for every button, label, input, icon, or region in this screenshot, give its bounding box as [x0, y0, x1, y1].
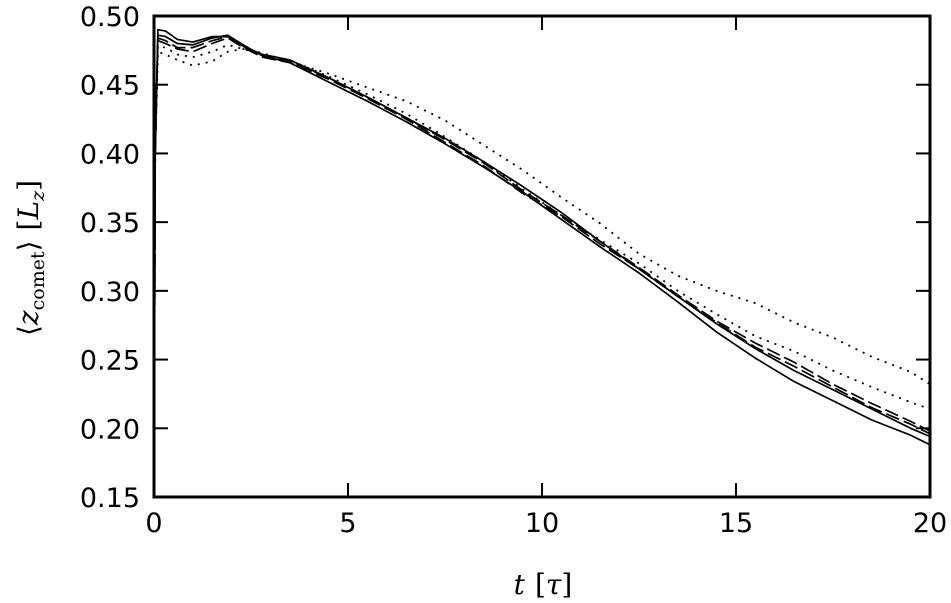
x-tick-label: 0	[145, 508, 162, 539]
x-axis-unit: τ	[546, 568, 562, 601]
x-axis-var: t	[514, 568, 526, 601]
x-tick-label: 20	[913, 508, 947, 539]
y-tick-label: 0.35	[80, 208, 140, 239]
y-tick-label: 0.45	[80, 71, 140, 102]
y-axis-sub: comet	[27, 251, 49, 310]
x-axis-unit-close: ]	[561, 568, 572, 601]
y-tick-label: 0.25	[80, 346, 140, 377]
series-line-5-dotted	[153, 44, 931, 498]
x-tick-label: 10	[525, 508, 559, 539]
y-tick-label: 0.15	[80, 483, 140, 514]
y-axis-unit-close: ]	[12, 180, 45, 191]
y-axis-var: z	[12, 310, 45, 326]
x-axis-title: t [τ]	[514, 568, 573, 601]
series-layer	[153, 28, 931, 498]
plot-frame	[152, 14, 932, 499]
x-tick-label: 15	[719, 508, 753, 539]
y-axis-unit-sub: z	[27, 190, 49, 202]
y-axis-unit-open: [	[12, 219, 45, 230]
y-tick-label: 0.40	[80, 139, 140, 170]
y-axis-close: ⟩	[12, 240, 45, 251]
y-axis-unit: L	[12, 201, 45, 221]
series-line-6-dotted	[153, 48, 931, 498]
series-line-4-dashed	[153, 37, 931, 498]
y-tick-label: 0.20	[80, 414, 140, 445]
plot-background	[154, 16, 930, 497]
y-tick-label: 0.30	[80, 277, 140, 308]
y-axis-title: ⟨zcomet⟩[Lz]	[12, 180, 49, 336]
series-line-3-dashed	[153, 35, 931, 498]
y-tick-label: 0.50	[80, 2, 140, 33]
x-tick-label: 5	[339, 508, 356, 539]
y-axis-open: ⟨	[12, 325, 45, 336]
series-line-2-solid	[153, 34, 931, 498]
x-axis-unit-open: [	[535, 568, 546, 601]
